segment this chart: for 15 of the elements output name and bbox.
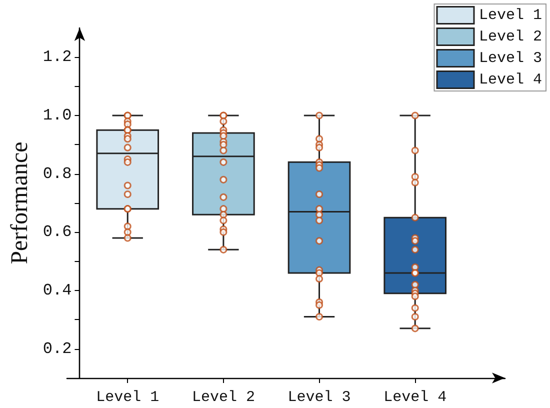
y-tick-label: 0.8 (42, 164, 72, 183)
x-tick-label: Level 1 (96, 389, 160, 406)
y-tick-label: 0.2 (42, 340, 72, 358)
legend-label: Level 1 (478, 6, 542, 24)
y-tick-label: 0.4 (42, 282, 72, 300)
x-tick-label: Level 3 (288, 389, 351, 406)
legend-label: Level 3 (478, 50, 542, 67)
legend-label: Level 4 (478, 71, 542, 88)
legend-label: Level 2 (478, 28, 542, 46)
y-tick-label: 0.6 (42, 223, 72, 242)
y-axis-title: Performance (7, 142, 33, 264)
y-tick-label: 1.2 (42, 48, 72, 66)
x-tick-label: Level 4 (384, 389, 447, 406)
y-tick-label: 1.0 (42, 106, 72, 124)
x-tick-label: Level 2 (192, 389, 255, 406)
